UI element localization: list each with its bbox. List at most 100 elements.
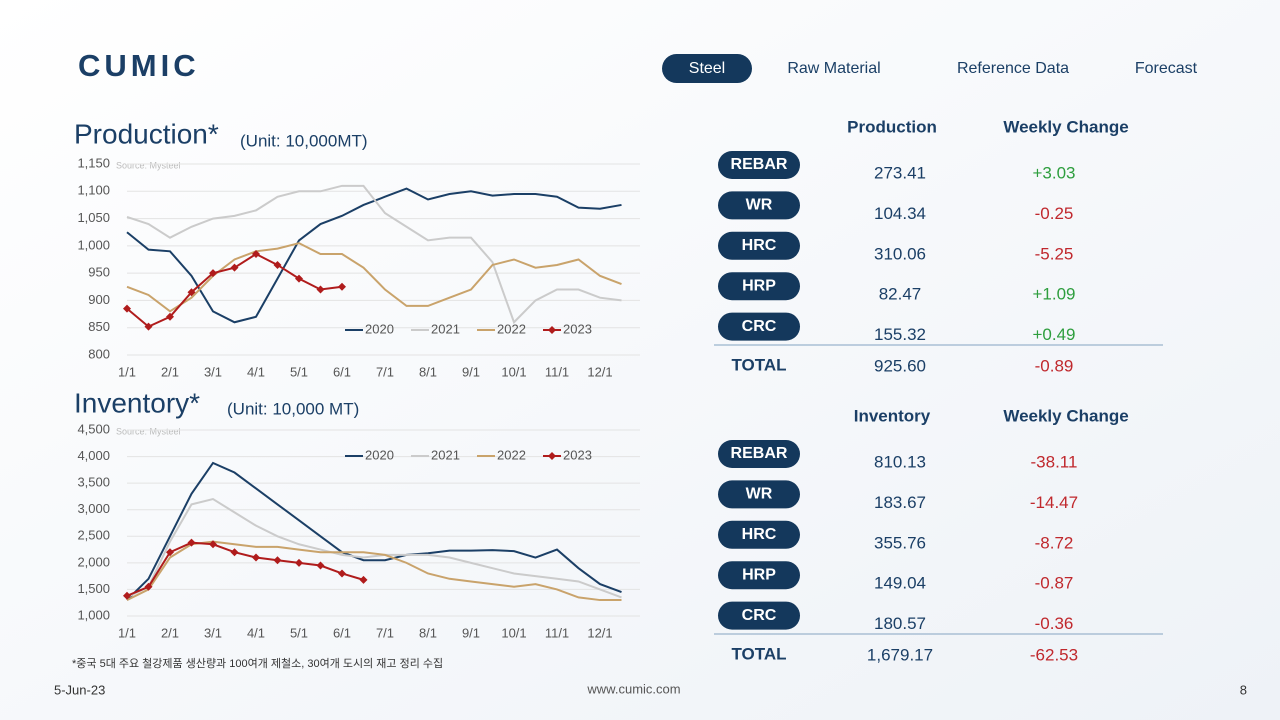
- product-pill: [718, 480, 800, 509]
- y-tick-label: 800: [88, 346, 110, 361]
- amount: 310.06: [874, 244, 926, 263]
- x-tick-label: 12/1: [587, 625, 612, 640]
- nav-tab[interactable]: Forecast: [1135, 60, 1198, 77]
- y-tick-label: 950: [88, 265, 110, 280]
- nav-tab[interactable]: Steel: [689, 60, 725, 77]
- point-marker: [252, 250, 260, 259]
- amount: 155.32: [874, 325, 926, 344]
- charts: Production* (Unit: 10,000MT) Source: Myste…: [74, 118, 640, 640]
- x-tick-label: 4/1: [247, 364, 265, 379]
- point-marker: [295, 558, 303, 567]
- amount: 180.57: [874, 614, 926, 633]
- y-tick-label: 4,000: [77, 448, 110, 463]
- total-amount: 1,679.17: [867, 645, 933, 664]
- legend-label: 2022: [497, 321, 526, 336]
- x-tick-label: 1/1: [118, 625, 136, 640]
- y-tick-label: 1,000: [77, 237, 110, 252]
- y-tick-label: 2,000: [77, 554, 110, 569]
- x-tick-label: 2/1: [161, 625, 179, 640]
- x-tick-label: 9/1: [462, 364, 480, 379]
- y-tick-label: 1,000: [77, 607, 110, 622]
- point-marker: [209, 269, 217, 278]
- tabs: Steel Raw Material Reference Data Forecast: [662, 54, 1198, 83]
- product-pill: [718, 312, 800, 341]
- table-header: Inventory: [854, 406, 931, 425]
- point-marker: [209, 540, 217, 549]
- x-tick-label: 12/1: [587, 364, 612, 379]
- weekly-change: -0.25: [1035, 204, 1074, 223]
- legend-marker: [548, 326, 556, 334]
- product-pill: [718, 191, 800, 220]
- total-amount: 925.60: [874, 356, 926, 375]
- x-tick-label: 9/1: [462, 625, 480, 640]
- chart-title: Inventory*: [74, 387, 200, 418]
- y-tick-label: 850: [88, 319, 110, 334]
- product-label: WR: [746, 197, 773, 214]
- x-tick-label: 4/1: [247, 625, 265, 640]
- y-tick-label: 1,050: [77, 210, 110, 225]
- product-label: HRP: [742, 277, 776, 294]
- amount: 183.67: [874, 493, 926, 512]
- y-tick-label: 3,000: [77, 501, 110, 516]
- x-tick-label: 3/1: [204, 364, 222, 379]
- x-tick-label: 7/1: [376, 625, 394, 640]
- product-pill: [718, 561, 800, 590]
- point-marker: [187, 538, 196, 547]
- logo: CUMIC: [78, 48, 200, 83]
- y-tick-label: 1,500: [77, 581, 110, 596]
- x-tick-label: 3/1: [204, 625, 222, 640]
- total-label: TOTAL: [731, 355, 786, 374]
- point-marker: [316, 561, 325, 570]
- legend-label: 2020: [365, 321, 394, 336]
- product-pill: [718, 520, 800, 549]
- point-marker: [316, 285, 325, 294]
- point-marker: [273, 260, 282, 269]
- x-tick-label: 6/1: [333, 625, 351, 640]
- product-label: REBAR: [731, 445, 788, 462]
- x-tick-label: 8/1: [419, 625, 437, 640]
- product-pill: [718, 151, 800, 179]
- x-tick-label: 11/1: [545, 625, 569, 640]
- chart-subtitle: (Unit: 10,000 MT): [227, 399, 359, 418]
- product-label: REBAR: [731, 156, 788, 173]
- legend-label: 2023: [563, 447, 592, 462]
- y-tick-label: 3,500: [77, 475, 110, 490]
- y-tick-label: 1,100: [77, 183, 110, 198]
- product-pill: [718, 231, 800, 260]
- product-label: HRC: [742, 237, 777, 254]
- y-tick-label: 900: [88, 292, 110, 307]
- product-pill: [718, 601, 800, 630]
- x-tick-label: 5/1: [290, 625, 308, 640]
- table-header: Weekly Change: [1003, 117, 1128, 136]
- weekly-change: +3.03: [1032, 163, 1075, 182]
- series-line: [126, 540, 622, 602]
- x-tick-label: 6/1: [333, 364, 351, 379]
- y-tick-label: 4,500: [77, 421, 110, 436]
- url: www.cumic.com: [586, 681, 680, 696]
- legend-label: 2020: [365, 447, 394, 462]
- series-line: [126, 461, 622, 601]
- series-line: [126, 498, 622, 599]
- product-pill: [718, 272, 800, 301]
- point-marker: [230, 548, 239, 557]
- amount: 355.76: [874, 533, 926, 552]
- product-label: HRP: [742, 566, 776, 583]
- chart-title: Production*: [74, 118, 219, 149]
- page-number: 8: [1240, 682, 1247, 697]
- nav-tab[interactable]: Raw Material: [787, 60, 880, 77]
- date: 5-Jun-23: [54, 682, 105, 697]
- point-marker: [144, 322, 153, 331]
- active-tab-bg: [662, 54, 752, 83]
- legend-label: 2021: [431, 447, 460, 462]
- x-tick-label: 10/1: [501, 625, 526, 640]
- series-line: [126, 184, 622, 325]
- product-label: WR: [746, 486, 773, 503]
- weekly-change: -38.11: [1031, 452, 1078, 471]
- product-pill: [718, 440, 800, 468]
- x-tick-label: 8/1: [419, 364, 437, 379]
- x-tick-label: 2/1: [161, 364, 179, 379]
- x-tick-label: 10/1: [501, 364, 526, 379]
- x-tick-label: 5/1: [290, 364, 308, 379]
- nav-tab[interactable]: Reference Data: [957, 60, 1069, 77]
